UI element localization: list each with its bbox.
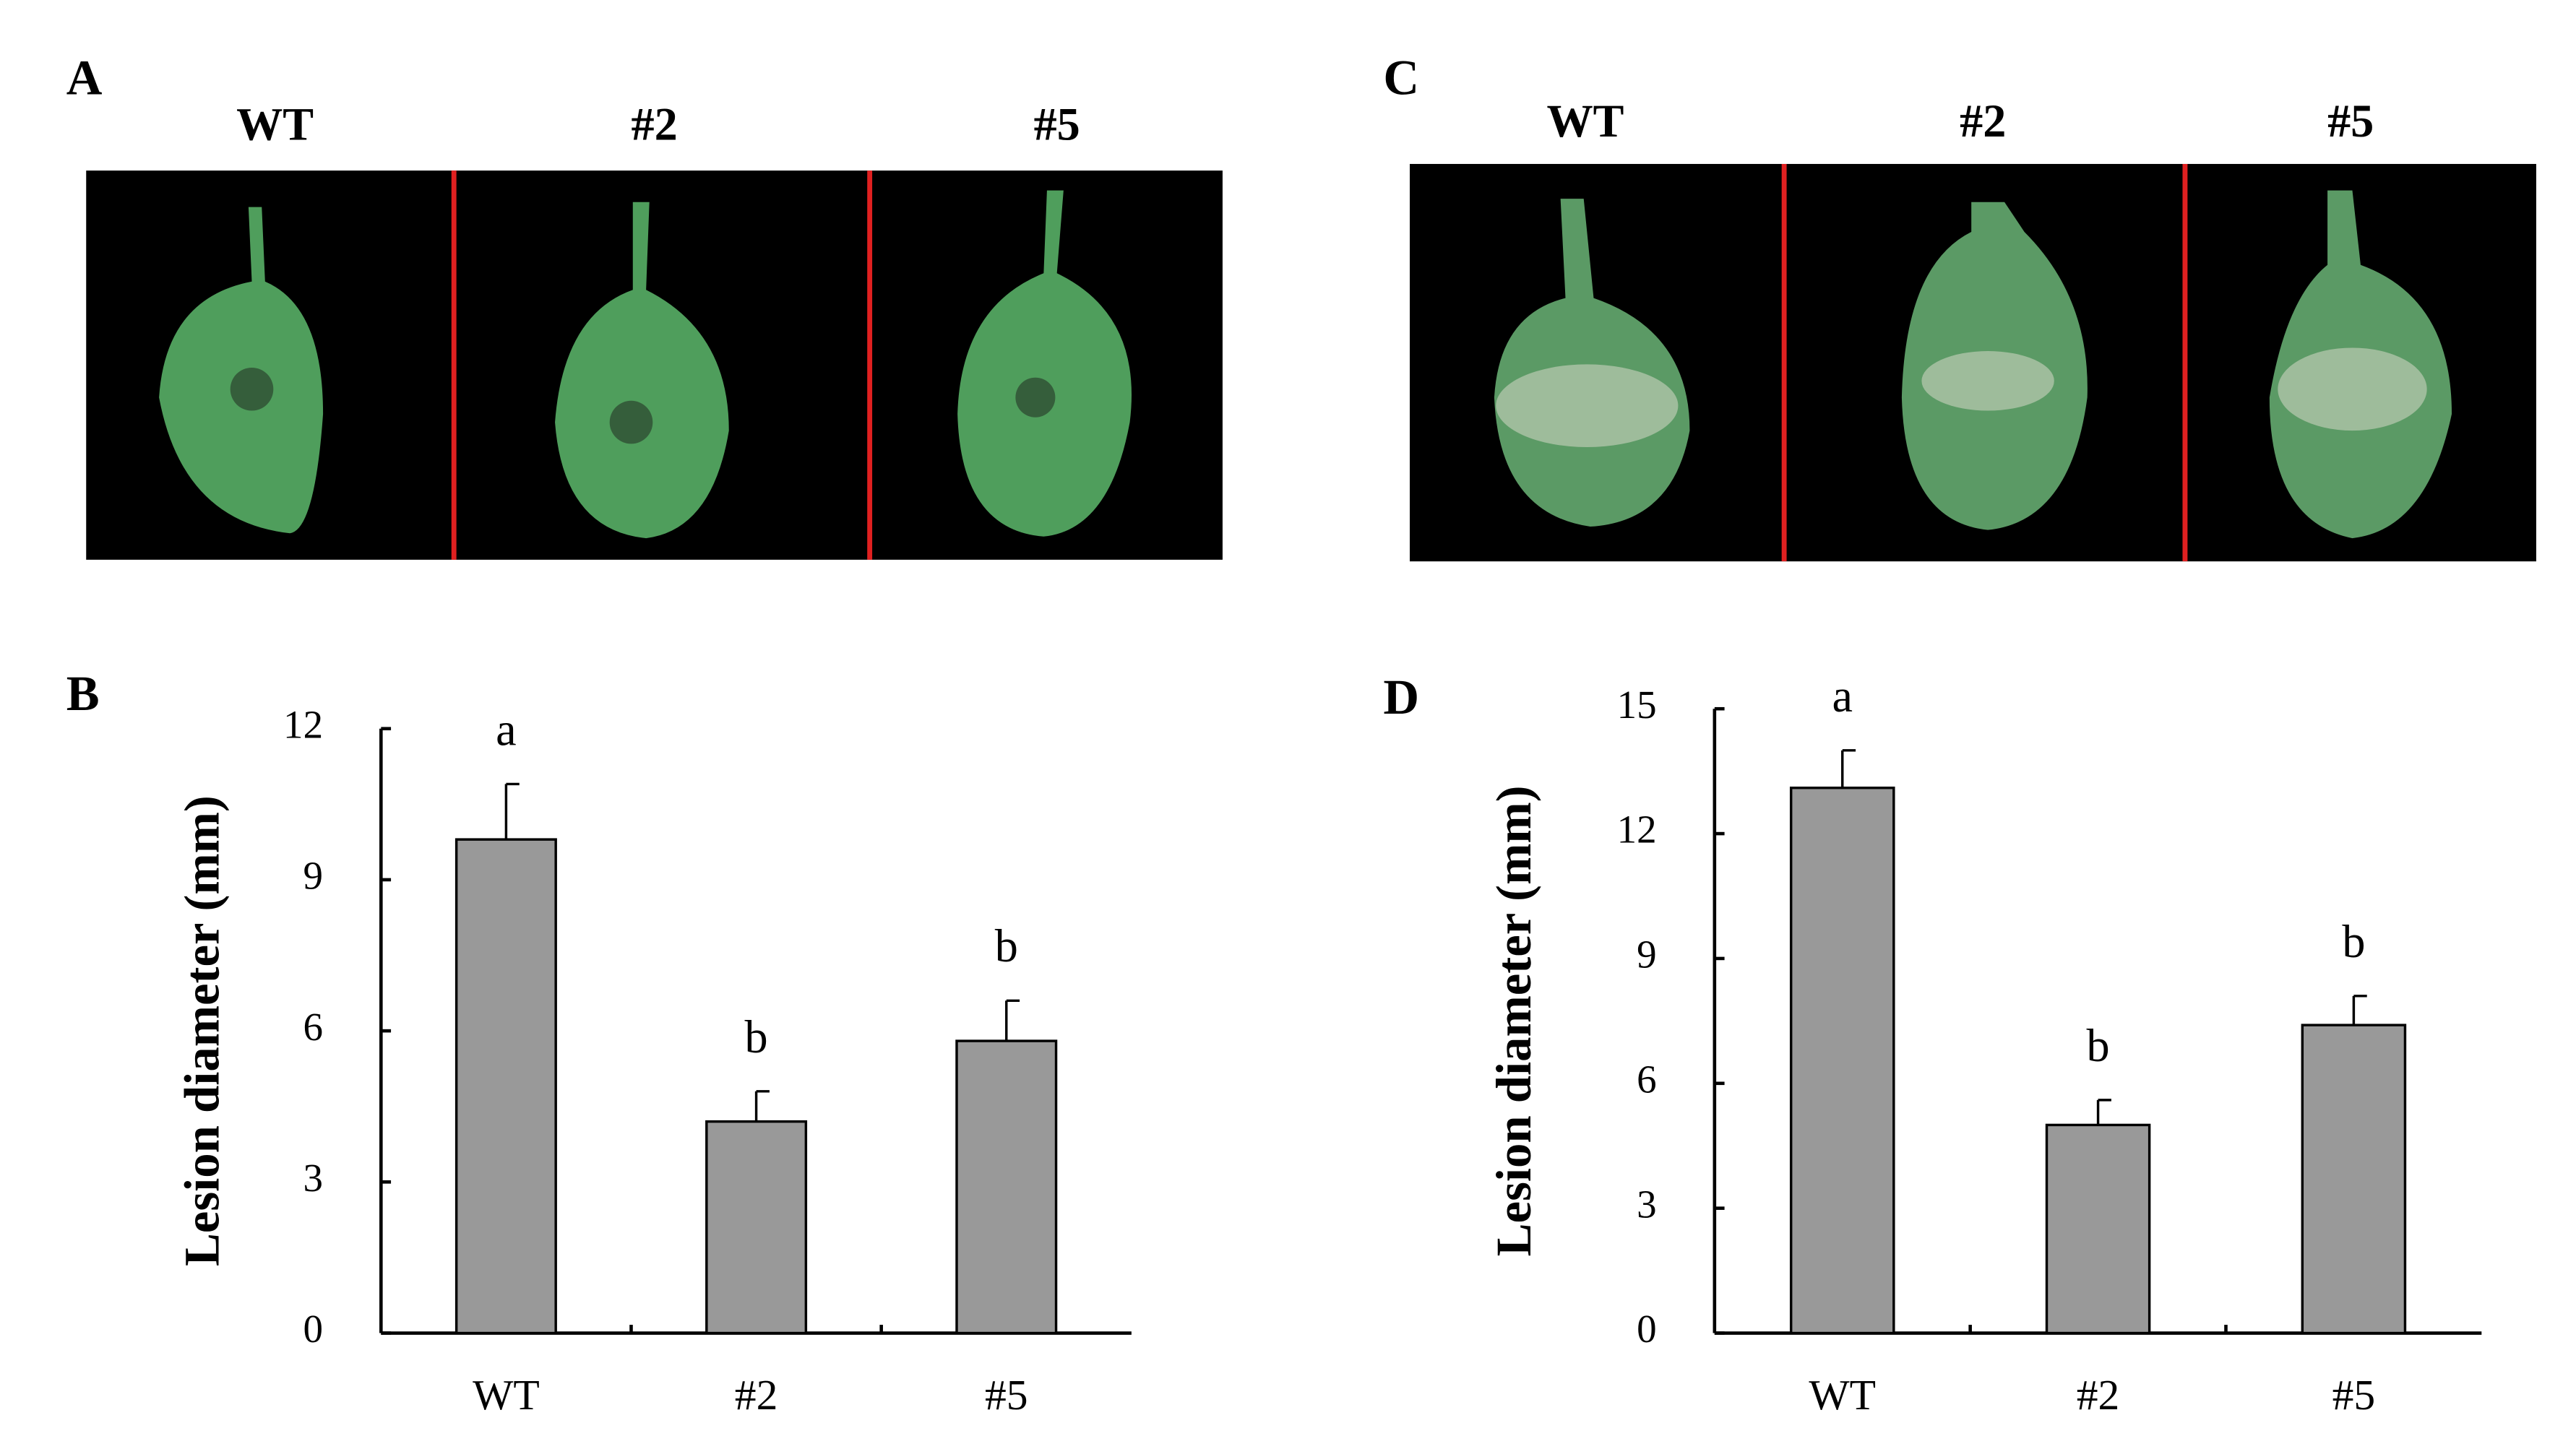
significance-letter: a	[496, 704, 517, 755]
column-label: WT	[236, 99, 314, 150]
x-tick-label: #5	[985, 1371, 1028, 1419]
y-tick-label: 12	[1617, 808, 1657, 852]
y-tick-label: 9	[303, 854, 324, 898]
panel-label: D	[1383, 670, 1419, 724]
column-label: #2	[1960, 95, 2006, 147]
significance-letter: b	[2342, 916, 2365, 967]
column-label: #2	[631, 99, 677, 150]
photo-panel-a: A WT #2 #5	[66, 50, 1223, 560]
y-tick-label: 12	[283, 702, 323, 746]
y-tick-label: 6	[303, 1005, 324, 1049]
column-label: #5	[1034, 99, 1080, 150]
column-label: #5	[2327, 95, 2374, 147]
bar	[955, 1039, 1058, 1335]
significance-letter: b	[995, 920, 1018, 972]
x-tick-label: WT	[1809, 1371, 1876, 1419]
x-tick-label: #2	[2077, 1371, 2120, 1419]
leaves	[159, 190, 1132, 539]
y-axis-label: Lesion diameter (mm)	[1486, 785, 1541, 1256]
y-tick-label: 9	[1637, 933, 1657, 977]
photo-panel-c: C WT #2 #5	[1383, 50, 2536, 562]
y-tick-label: 6	[1637, 1057, 1657, 1101]
y-tick-label: 0	[1637, 1307, 1657, 1351]
significance-letter: a	[1832, 670, 1852, 722]
x-tick-label: #5	[2332, 1371, 2376, 1419]
panel-label: A	[66, 50, 103, 105]
y-axis-label: Lesion diameter (mm)	[174, 795, 229, 1266]
y-tick-label: 3	[1637, 1182, 1657, 1226]
panel-label: B	[66, 666, 100, 721]
x-tick-label: #2	[735, 1371, 778, 1419]
significance-letter: b	[745, 1011, 768, 1063]
significance-letter: b	[2087, 1020, 2110, 1071]
y-tick-label: 3	[303, 1156, 324, 1200]
panel-label: C	[1383, 50, 1419, 105]
column-label: WT	[1547, 95, 1624, 147]
y-tick-label: 0	[303, 1307, 324, 1351]
bar	[705, 1120, 808, 1335]
y-tick-label: 15	[1617, 683, 1657, 727]
bar	[455, 838, 557, 1335]
bar	[2301, 1024, 2407, 1335]
bar	[2045, 1123, 2151, 1335]
bar	[1789, 786, 1895, 1335]
x-tick-label: WT	[473, 1371, 540, 1419]
